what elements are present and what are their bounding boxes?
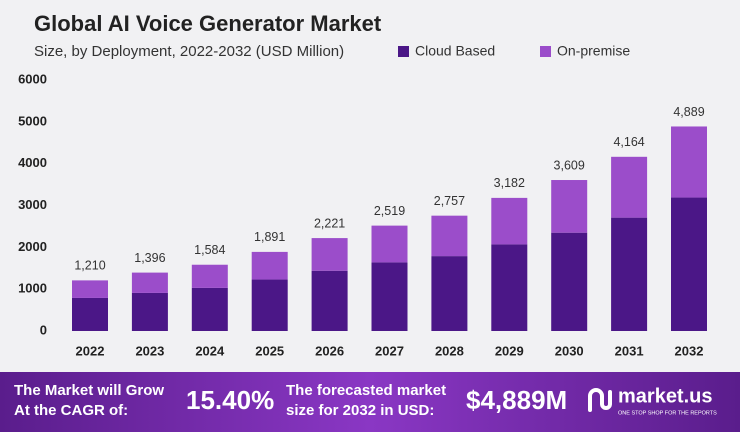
- bar-segment: [431, 215, 468, 257]
- forecast-value: $4,889M: [466, 385, 567, 415]
- bar-segment: [371, 262, 408, 331]
- x-tick-label: 2029: [495, 343, 524, 358]
- bar-segment: [431, 256, 468, 331]
- bar-segment: [611, 217, 648, 331]
- brand-name: market.us: [618, 385, 713, 407]
- footer-banner: [0, 372, 740, 432]
- y-tick-label: 4000: [18, 155, 47, 170]
- x-tick-label: 2023: [135, 343, 164, 358]
- bar-segment: [611, 156, 648, 218]
- x-tick-label: 2028: [435, 343, 464, 358]
- forecast-label: size for 2032 in USD:: [286, 402, 434, 419]
- bar-segment: [191, 287, 228, 331]
- bar-segment: [491, 244, 528, 331]
- total-label: 3,182: [494, 176, 525, 190]
- y-tick-label: 3000: [18, 197, 47, 212]
- x-tick-label: 2024: [195, 343, 225, 358]
- bar-segment: [551, 232, 588, 331]
- y-tick-label: 0: [40, 322, 47, 337]
- bar-segment: [72, 280, 108, 298]
- legend-swatch: [398, 46, 409, 57]
- x-tick-label: 2030: [555, 343, 584, 358]
- total-label: 2,519: [374, 204, 405, 218]
- bar-segment: [72, 297, 108, 331]
- bar-segment: [191, 264, 228, 288]
- forecast-label: The forecasted market: [286, 382, 446, 399]
- bar-segment: [371, 225, 408, 263]
- cagr-value: 15.40%: [186, 385, 274, 415]
- brand-logo: [588, 388, 612, 412]
- y-tick-label: 5000: [18, 113, 47, 128]
- total-label: 2,221: [314, 216, 345, 230]
- legend-label: On-premise: [557, 43, 630, 59]
- brand-tagline: ONE STOP SHOP FOR THE REPORTS: [618, 410, 717, 416]
- bar-segment: [671, 197, 707, 331]
- bar-segment: [251, 251, 288, 280]
- cagr-label: The Market will Grow: [14, 382, 164, 399]
- y-tick-label: 2000: [18, 239, 47, 254]
- total-label: 1,210: [74, 259, 105, 273]
- y-tick-label: 1000: [18, 281, 47, 296]
- total-label: 4,164: [613, 135, 644, 149]
- legend-label: Cloud Based: [415, 43, 495, 59]
- legend-swatch: [540, 46, 551, 57]
- bar-segment: [131, 272, 168, 293]
- bar-segment: [491, 197, 528, 245]
- total-label: 1,396: [134, 251, 165, 265]
- y-tick-label: 6000: [18, 71, 47, 86]
- x-tick-label: 2031: [615, 343, 644, 358]
- cagr-label: At the CAGR of:: [14, 402, 128, 419]
- total-label: 2,757: [434, 194, 465, 208]
- total-label: 3,609: [554, 158, 585, 172]
- bar-segment: [311, 270, 348, 331]
- total-label: 4,889: [673, 105, 704, 119]
- bar-segment: [671, 126, 707, 198]
- total-label: 1,891: [254, 230, 285, 244]
- chart-subtitle: Size, by Deployment, 2022-2032 (USD Mill…: [34, 43, 344, 60]
- bar-segment: [131, 292, 168, 331]
- x-tick-label: 2026: [315, 343, 344, 358]
- bar-segment: [311, 238, 348, 271]
- x-tick-label: 2032: [675, 343, 704, 358]
- total-label: 1,584: [194, 243, 225, 257]
- bar-segment: [251, 279, 288, 331]
- chart-title: Global AI Voice Generator Market: [34, 11, 382, 36]
- bar-segment: [551, 180, 588, 233]
- x-tick-label: 2027: [375, 343, 404, 358]
- x-tick-label: 2025: [255, 343, 284, 358]
- x-tick-label: 2022: [76, 343, 105, 358]
